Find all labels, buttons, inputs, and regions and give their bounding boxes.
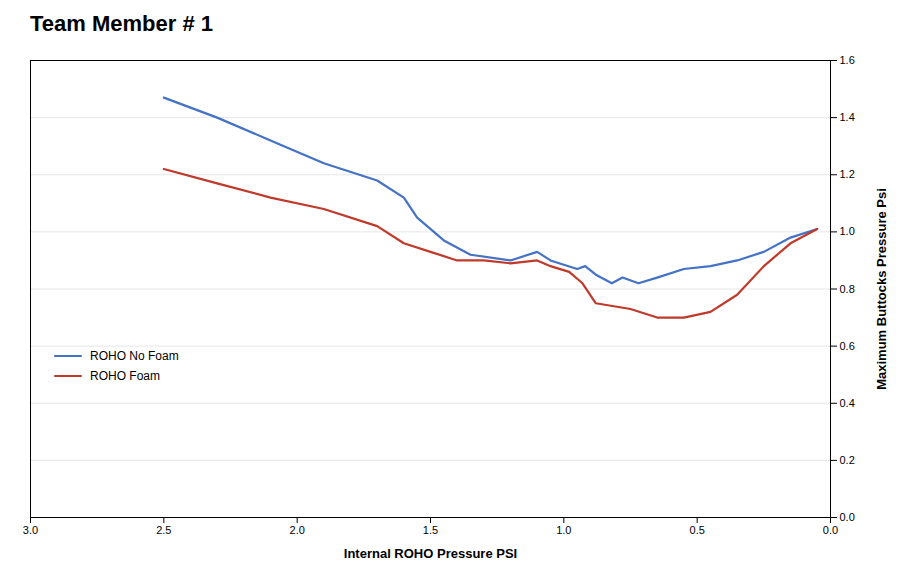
svg-text:1.0: 1.0 xyxy=(840,225,855,237)
svg-text:1.4: 1.4 xyxy=(840,111,855,123)
html-text:ROHO No Foam: ROHO No Foam xyxy=(90,349,179,363)
svg-text:0.4: 0.4 xyxy=(840,397,855,409)
svg-text:0.8: 0.8 xyxy=(840,283,855,295)
html-text:Team Member # 1: Team Member # 1 xyxy=(30,11,213,36)
svg-text:0.0: 0.0 xyxy=(823,524,838,536)
svg-text:2.5: 2.5 xyxy=(156,524,171,536)
svg-text:3.0: 3.0 xyxy=(23,524,38,536)
svg-text:1.5: 1.5 xyxy=(423,524,438,536)
svg-text:Maximum Buttocks Pressure Psi: Maximum Buttocks Pressure Psi xyxy=(874,188,889,390)
svg-text:0.2: 0.2 xyxy=(840,454,855,466)
html-text:ROHO Foam: ROHO Foam xyxy=(90,369,160,383)
svg-text:1.0: 1.0 xyxy=(556,524,571,536)
svg-text:0.0: 0.0 xyxy=(840,511,855,523)
svg-text:1.6: 1.6 xyxy=(840,54,855,66)
svg-text:2.0: 2.0 xyxy=(290,524,305,536)
svg-text:0.6: 0.6 xyxy=(840,340,855,352)
svg-text:1.2: 1.2 xyxy=(840,168,855,180)
svg-text:0.5: 0.5 xyxy=(690,524,705,536)
svg-text:Internal ROHO Pressure PSI: Internal ROHO Pressure PSI xyxy=(344,546,517,561)
